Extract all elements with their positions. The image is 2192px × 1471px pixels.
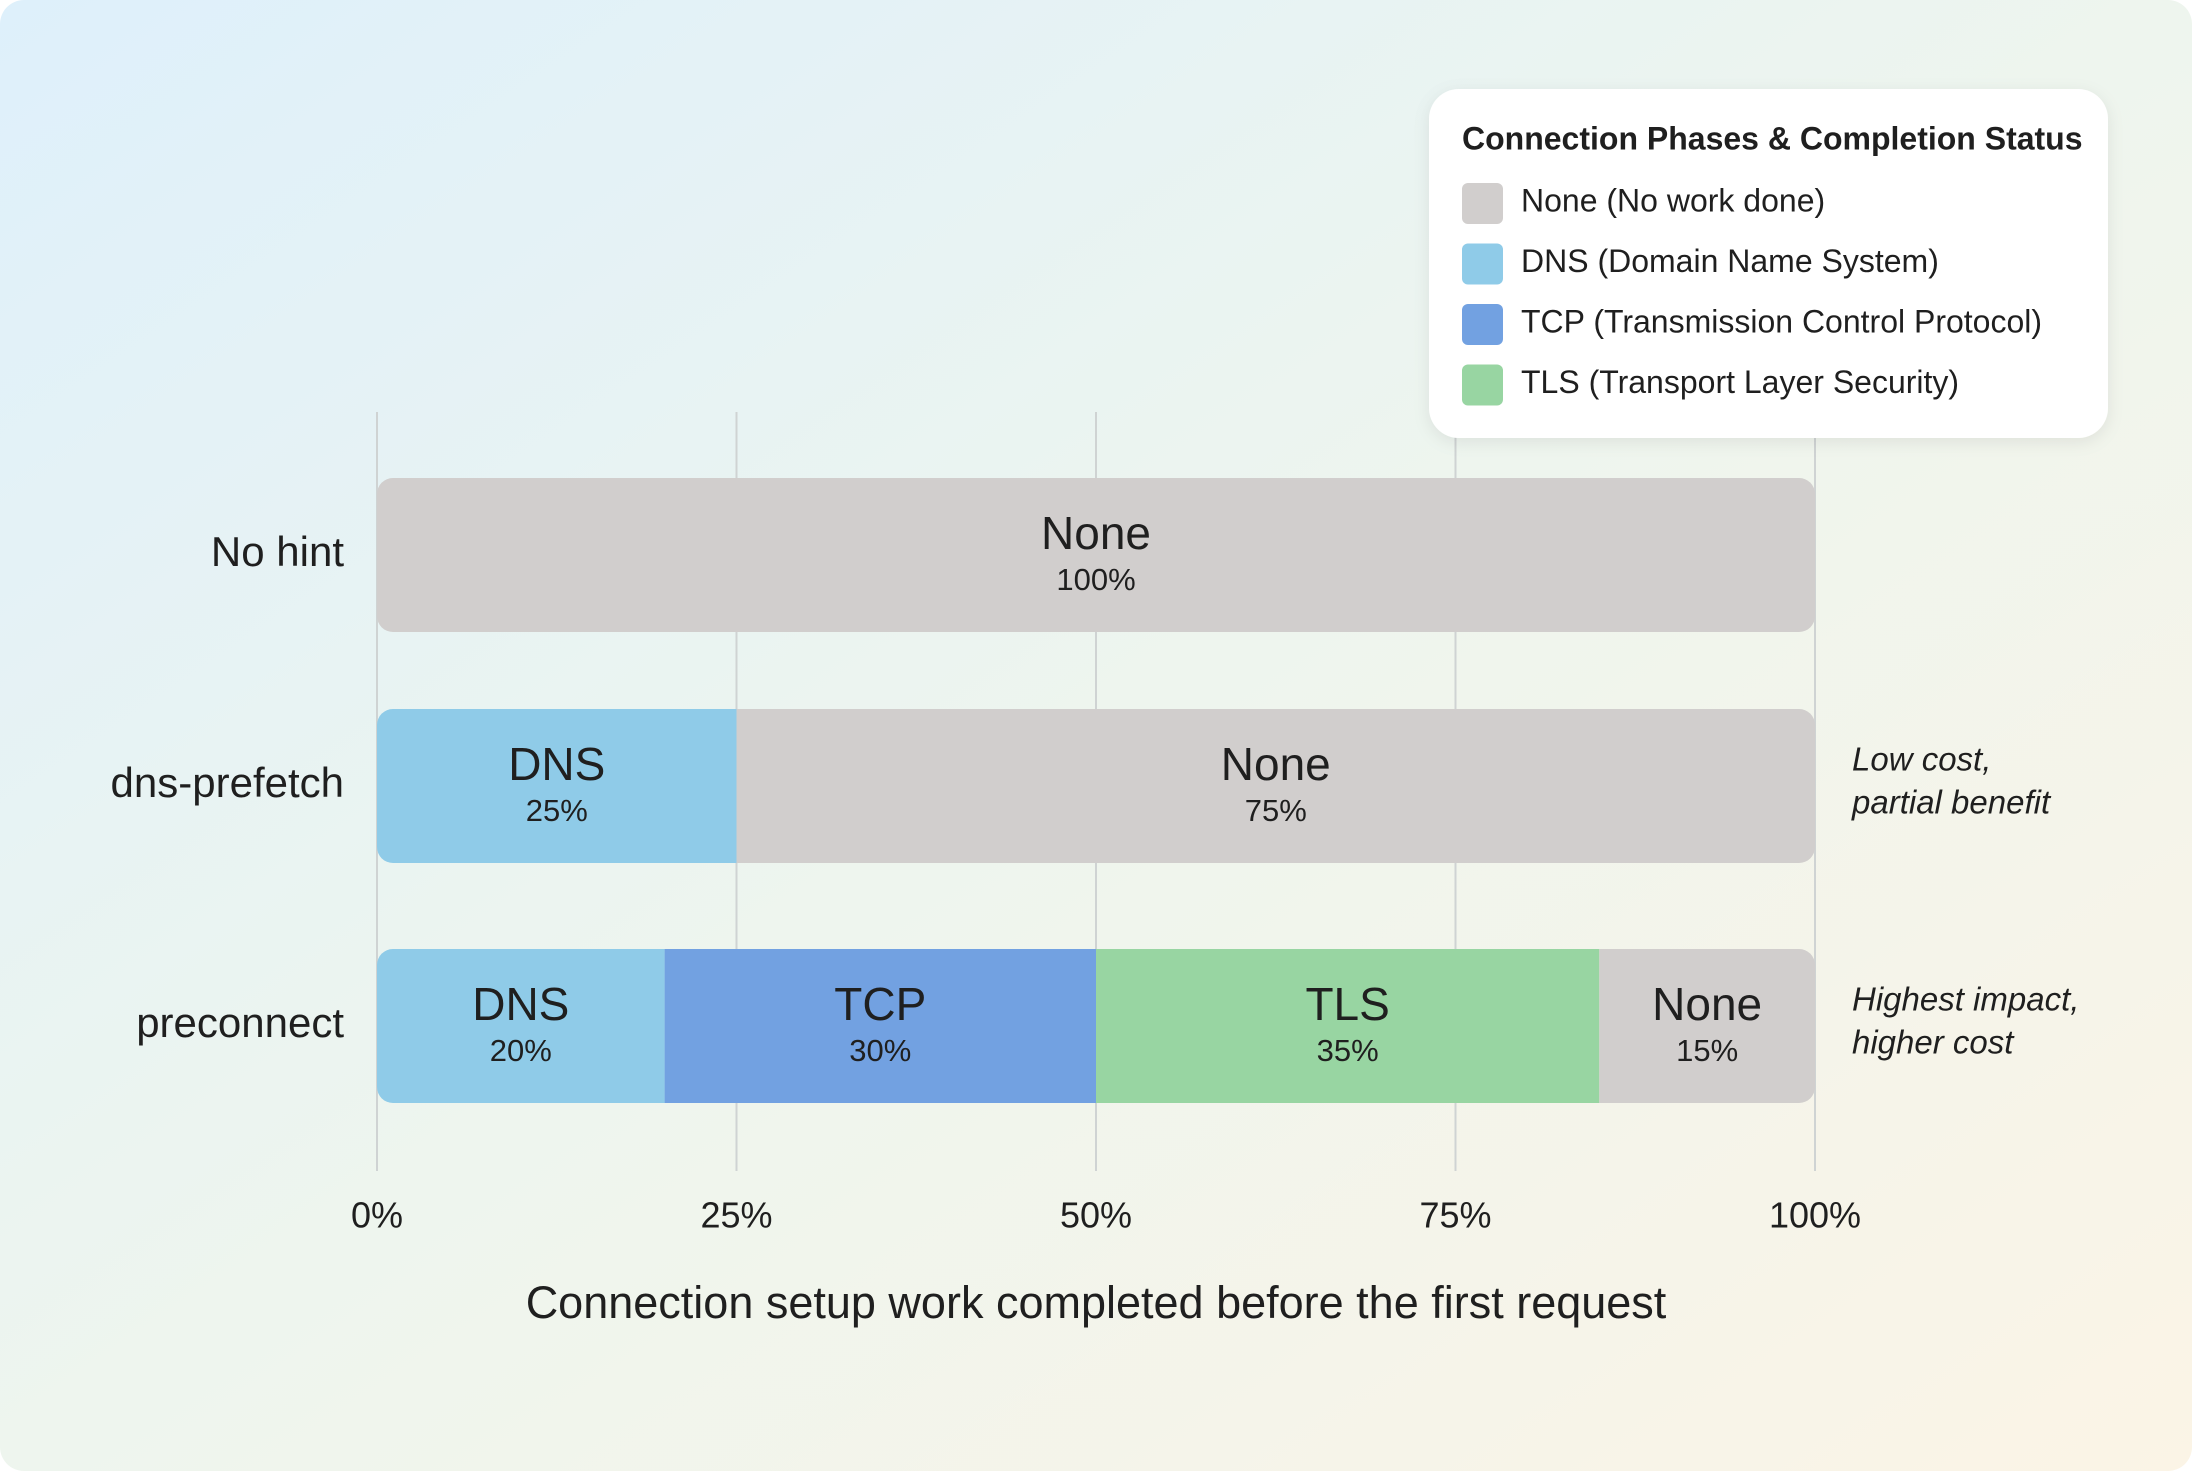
annotation: Highest impact, <box>1852 981 2079 1018</box>
value-label: 100% <box>1056 562 1135 597</box>
legend-title: Connection Phases & Completion Status <box>1462 120 2083 156</box>
segment-label: None <box>1652 978 1762 1030</box>
category-label: No hint <box>211 528 344 575</box>
segment-label: None <box>1221 738 1331 790</box>
x-tick-label: 50% <box>1060 1195 1132 1236</box>
x-tick-label: 100% <box>1769 1195 1861 1236</box>
category-label: dns-prefetch <box>111 759 344 806</box>
annotation: partial benefit <box>1851 784 2052 821</box>
annotation: Low cost, <box>1852 741 1991 778</box>
legend: Connection Phases & Completion Status No… <box>1429 89 2108 438</box>
value-label: 15% <box>1676 1033 1738 1068</box>
legend-label: TCP (Transmission Control Protocol) <box>1521 303 2042 339</box>
value-label: 35% <box>1317 1033 1379 1068</box>
value-label: 30% <box>849 1033 911 1068</box>
segment-label: TLS <box>1305 978 1389 1030</box>
segment-label: DNS <box>472 978 569 1030</box>
bar-segment <box>1599 949 1815 1103</box>
x-tick-label: 25% <box>700 1195 772 1236</box>
bar-row <box>377 478 1815 632</box>
value-label: 75% <box>1245 793 1307 828</box>
legend-label: DNS (Domain Name System) <box>1521 243 1939 279</box>
value-label: 25% <box>526 793 588 828</box>
value-label: 20% <box>490 1033 552 1068</box>
legend-label: TLS (Transport Layer Security) <box>1521 364 1959 400</box>
legend-swatch <box>1462 304 1503 345</box>
bar-segment <box>377 478 1815 632</box>
bar-segment <box>1096 949 1600 1103</box>
legend-swatch <box>1462 364 1503 406</box>
segment-label: TCP <box>834 978 926 1030</box>
bar-row <box>377 949 1815 1103</box>
x-tick-label: 0% <box>351 1195 403 1236</box>
annotation: higher cost <box>1852 1024 2015 1061</box>
segment-label: DNS <box>508 738 605 790</box>
bar-segment <box>377 949 665 1103</box>
legend-swatch <box>1462 243 1503 285</box>
bar-row <box>377 709 1815 863</box>
legend-swatch <box>1462 183 1503 224</box>
category-label: preconnect <box>136 999 344 1046</box>
bar-segment <box>664 949 1096 1103</box>
bar-segment <box>736 709 1815 863</box>
segment-label: None <box>1041 507 1151 559</box>
legend-label: None (No work done) <box>1521 182 1825 218</box>
legend-box <box>1429 89 2108 438</box>
x-tick-label: 75% <box>1419 1195 1491 1236</box>
bar-segment <box>377 709 737 863</box>
x-axis-label: Connection setup work completed before t… <box>526 1277 1667 1328</box>
